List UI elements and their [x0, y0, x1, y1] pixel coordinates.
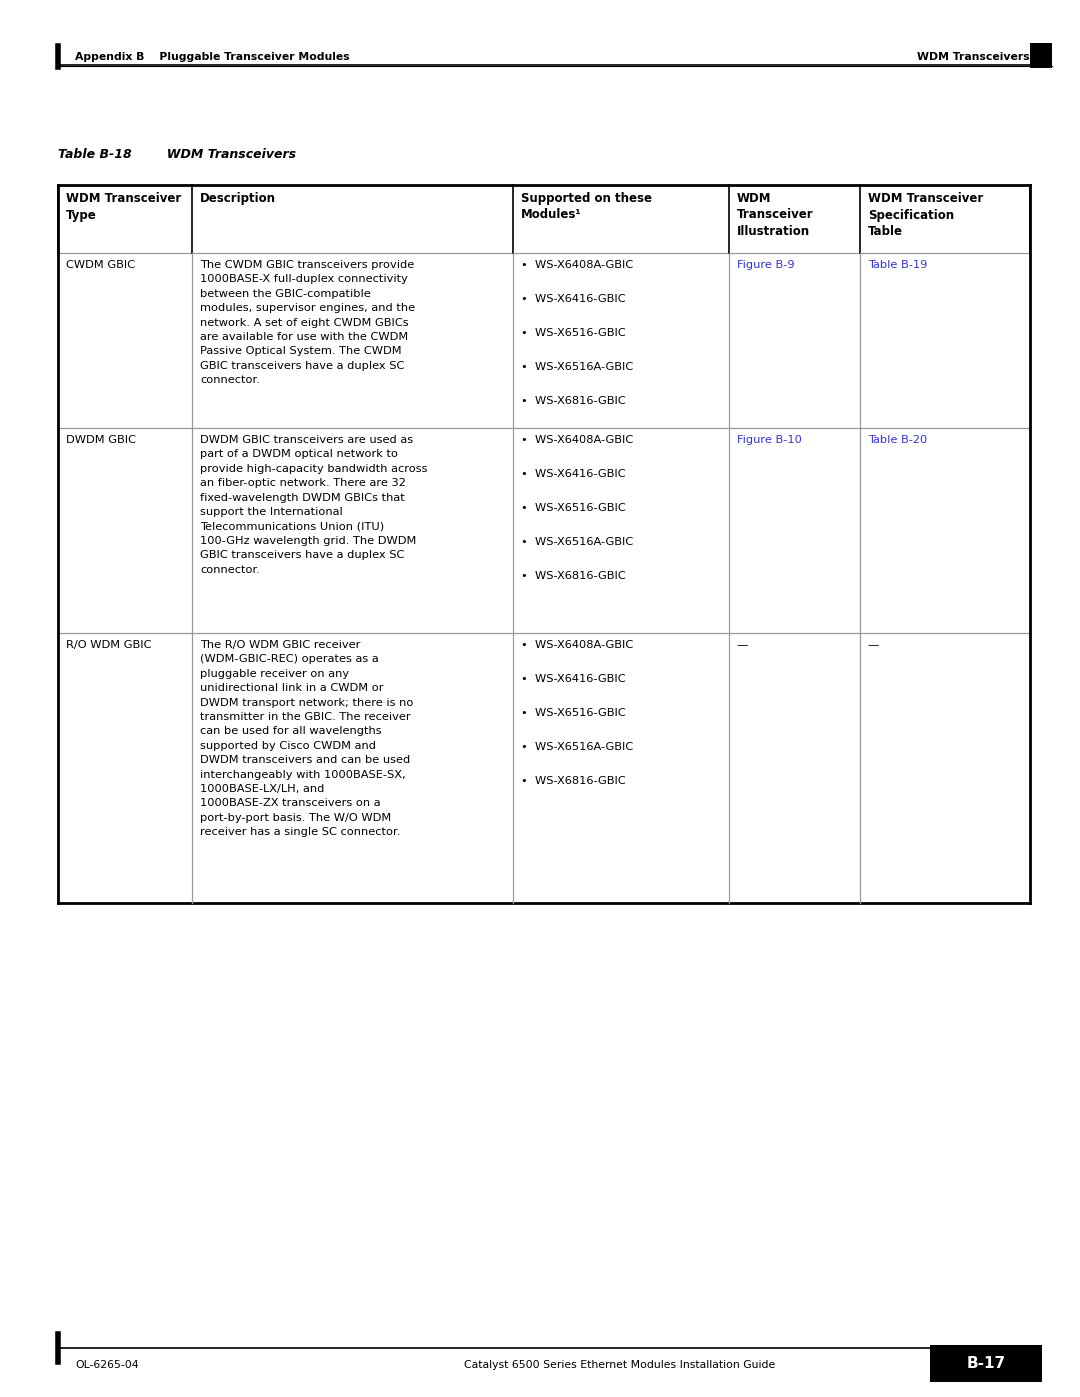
Text: WDM Transceiver
Specification
Table: WDM Transceiver Specification Table — [868, 191, 983, 237]
Text: Table B-20: Table B-20 — [868, 434, 927, 446]
Text: R/O WDM GBIC: R/O WDM GBIC — [66, 640, 151, 650]
Text: B-17: B-17 — [967, 1356, 1005, 1370]
Text: Catalyst 6500 Series Ethernet Modules Installation Guide: Catalyst 6500 Series Ethernet Modules In… — [464, 1361, 775, 1370]
Text: •  WS-X6516A-GBIC: • WS-X6516A-GBIC — [521, 536, 633, 548]
Text: The CWDM GBIC transceivers provide
1000BASE-X full-duplex connectivity
between t: The CWDM GBIC transceivers provide 1000B… — [200, 260, 416, 386]
Text: •  WS-X6516-GBIC: • WS-X6516-GBIC — [521, 708, 625, 718]
Text: •  WS-X6816-GBIC: • WS-X6816-GBIC — [521, 775, 625, 787]
Text: WDM Transceiver
Type: WDM Transceiver Type — [66, 191, 181, 222]
Text: •  WS-X6408A-GBIC: • WS-X6408A-GBIC — [521, 640, 633, 650]
Text: Table B-19: Table B-19 — [868, 260, 928, 270]
Text: OL-6265-04: OL-6265-04 — [75, 1361, 138, 1370]
Text: —: — — [868, 640, 879, 650]
Bar — [930, 1345, 1042, 1382]
Text: The R/O WDM GBIC receiver
(WDM-GBIC-REC) operates as a
pluggable receiver on any: The R/O WDM GBIC receiver (WDM-GBIC-REC)… — [200, 640, 414, 837]
Text: Figure B-9: Figure B-9 — [737, 260, 794, 270]
Text: •  WS-X6416-GBIC: • WS-X6416-GBIC — [521, 293, 625, 305]
Text: •  WS-X6416-GBIC: • WS-X6416-GBIC — [521, 673, 625, 685]
Text: —: — — [737, 640, 748, 650]
Text: •  WS-X6416-GBIC: • WS-X6416-GBIC — [521, 469, 625, 479]
Text: DWDM GBIC: DWDM GBIC — [66, 434, 136, 446]
Text: •  WS-X6516A-GBIC: • WS-X6516A-GBIC — [521, 362, 633, 372]
Text: •  WS-X6816-GBIC: • WS-X6816-GBIC — [521, 395, 625, 407]
Text: •  WS-X6816-GBIC: • WS-X6816-GBIC — [521, 571, 625, 581]
Text: •  WS-X6516-GBIC: • WS-X6516-GBIC — [521, 328, 625, 338]
Text: Description: Description — [200, 191, 276, 205]
Text: WDM
Transceiver
Illustration: WDM Transceiver Illustration — [737, 191, 813, 237]
Text: DWDM GBIC transceivers are used as
part of a DWDM optical network to
provide hig: DWDM GBIC transceivers are used as part … — [200, 434, 428, 574]
Bar — [1030, 43, 1052, 68]
Text: •  WS-X6408A-GBIC: • WS-X6408A-GBIC — [521, 434, 633, 446]
Text: Appendix B    Pluggable Transceiver Modules: Appendix B Pluggable Transceiver Modules — [75, 52, 350, 61]
Text: WDM Transceivers: WDM Transceivers — [917, 52, 1030, 61]
Text: Table B-18        WDM Transceivers: Table B-18 WDM Transceivers — [58, 148, 296, 161]
Text: Figure B-10: Figure B-10 — [737, 434, 801, 446]
Text: CWDM GBIC: CWDM GBIC — [66, 260, 135, 270]
Text: •  WS-X6408A-GBIC: • WS-X6408A-GBIC — [521, 260, 633, 270]
Text: •  WS-X6516-GBIC: • WS-X6516-GBIC — [521, 503, 625, 513]
Text: Supported on these
Modules¹: Supported on these Modules¹ — [521, 191, 652, 222]
Text: •  WS-X6516A-GBIC: • WS-X6516A-GBIC — [521, 742, 633, 752]
